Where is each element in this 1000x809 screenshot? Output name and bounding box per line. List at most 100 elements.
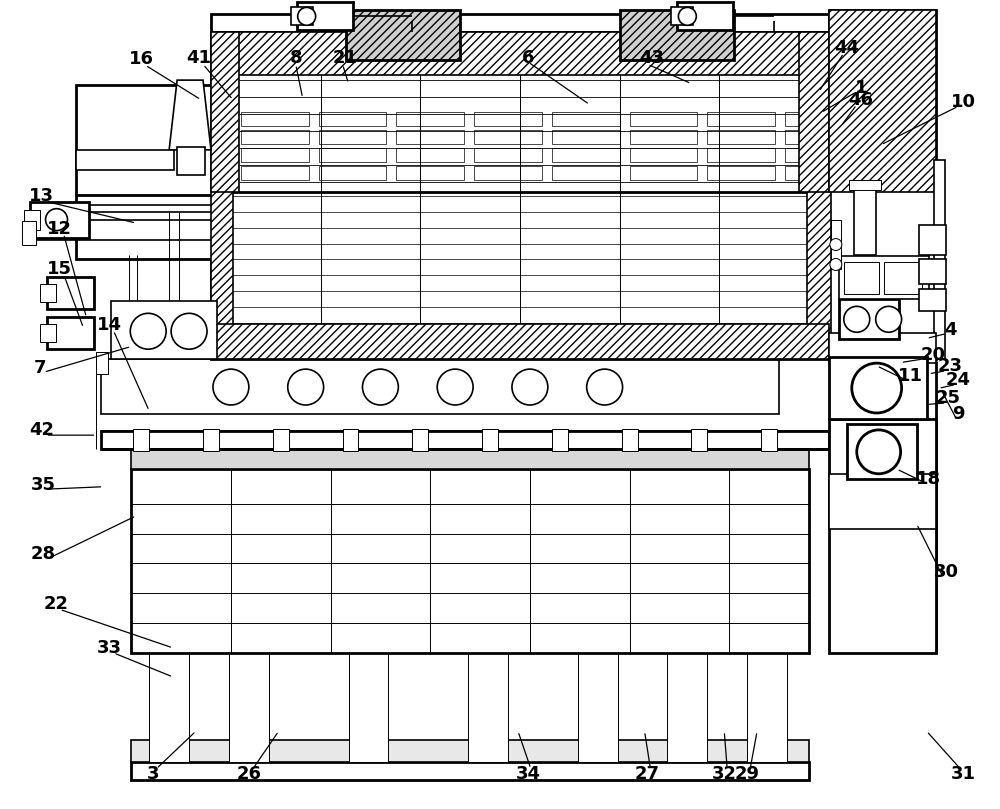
Bar xyxy=(919,290,946,311)
Text: 8: 8 xyxy=(289,49,302,67)
Bar xyxy=(211,90,233,359)
Bar xyxy=(131,740,809,762)
Bar xyxy=(346,11,460,60)
Bar xyxy=(474,148,542,162)
Bar xyxy=(677,2,733,30)
Bar xyxy=(829,11,936,192)
Bar xyxy=(396,130,464,144)
Circle shape xyxy=(830,259,842,270)
Bar xyxy=(847,424,917,479)
Text: 6: 6 xyxy=(522,49,534,67)
Bar xyxy=(691,429,707,451)
Bar xyxy=(707,130,775,144)
Bar xyxy=(291,7,313,25)
Bar xyxy=(30,201,89,238)
Text: 35: 35 xyxy=(31,477,56,494)
Polygon shape xyxy=(169,80,211,150)
Text: 26: 26 xyxy=(236,765,261,783)
Bar xyxy=(854,187,876,255)
Text: 42: 42 xyxy=(29,421,54,439)
Text: 27: 27 xyxy=(635,765,660,783)
Bar xyxy=(807,90,831,359)
Text: 11: 11 xyxy=(898,367,923,385)
Bar xyxy=(747,652,787,762)
Bar xyxy=(630,166,697,180)
Bar xyxy=(412,429,428,451)
Bar xyxy=(177,147,205,175)
Bar xyxy=(319,166,386,180)
Bar xyxy=(620,11,734,60)
Text: 29: 29 xyxy=(735,765,760,783)
Text: 21: 21 xyxy=(333,49,358,67)
Bar xyxy=(919,260,946,285)
Circle shape xyxy=(298,7,316,25)
Bar xyxy=(343,429,358,451)
Bar xyxy=(667,652,707,762)
Text: 24: 24 xyxy=(946,371,971,389)
Text: 3: 3 xyxy=(147,765,159,783)
Text: 25: 25 xyxy=(936,389,961,407)
Bar xyxy=(76,150,174,170)
Bar xyxy=(761,429,777,451)
Bar xyxy=(829,11,936,359)
Bar xyxy=(241,148,309,162)
Bar xyxy=(211,32,239,192)
Bar xyxy=(468,652,508,762)
Bar xyxy=(319,148,386,162)
Text: 23: 23 xyxy=(938,357,963,375)
Text: 46: 46 xyxy=(848,91,873,108)
Bar xyxy=(707,166,775,180)
Bar xyxy=(839,299,899,339)
Bar xyxy=(552,130,620,144)
Bar xyxy=(839,256,929,299)
Text: 18: 18 xyxy=(916,470,941,488)
Text: 41: 41 xyxy=(187,49,212,67)
Text: 33: 33 xyxy=(97,639,122,657)
Bar xyxy=(211,32,829,192)
Text: 22: 22 xyxy=(44,595,69,613)
Bar xyxy=(101,359,779,414)
Text: 20: 20 xyxy=(921,345,946,363)
Bar xyxy=(831,219,841,269)
Bar xyxy=(671,7,693,25)
Circle shape xyxy=(130,313,166,349)
Bar xyxy=(211,324,829,359)
Bar xyxy=(131,449,809,468)
Circle shape xyxy=(678,7,696,25)
Text: 9: 9 xyxy=(952,405,965,423)
Bar xyxy=(131,468,809,653)
Circle shape xyxy=(213,369,249,405)
Bar xyxy=(630,148,697,162)
Bar xyxy=(47,277,94,309)
Text: 1: 1 xyxy=(855,78,867,96)
Text: 4: 4 xyxy=(944,321,957,339)
Bar xyxy=(829,474,936,528)
Bar xyxy=(76,85,216,260)
Circle shape xyxy=(171,313,207,349)
Bar xyxy=(211,32,829,75)
Bar xyxy=(829,333,936,363)
Bar xyxy=(241,130,309,144)
Bar xyxy=(578,652,618,762)
Bar xyxy=(96,352,108,374)
Circle shape xyxy=(362,369,398,405)
Circle shape xyxy=(852,363,902,413)
Bar xyxy=(785,166,853,180)
Bar xyxy=(552,148,620,162)
Text: 30: 30 xyxy=(934,563,959,581)
Circle shape xyxy=(587,369,623,405)
Bar xyxy=(844,262,879,294)
Bar xyxy=(707,148,775,162)
Bar xyxy=(211,15,829,32)
Bar xyxy=(297,2,353,30)
Text: 16: 16 xyxy=(129,50,154,69)
Bar xyxy=(630,112,697,126)
Bar xyxy=(630,130,697,144)
Text: 28: 28 xyxy=(31,544,56,562)
Text: 34: 34 xyxy=(515,765,540,783)
Bar xyxy=(799,32,829,192)
Bar xyxy=(785,112,853,126)
Bar xyxy=(349,652,388,762)
Bar xyxy=(884,262,922,294)
Bar xyxy=(241,112,309,126)
